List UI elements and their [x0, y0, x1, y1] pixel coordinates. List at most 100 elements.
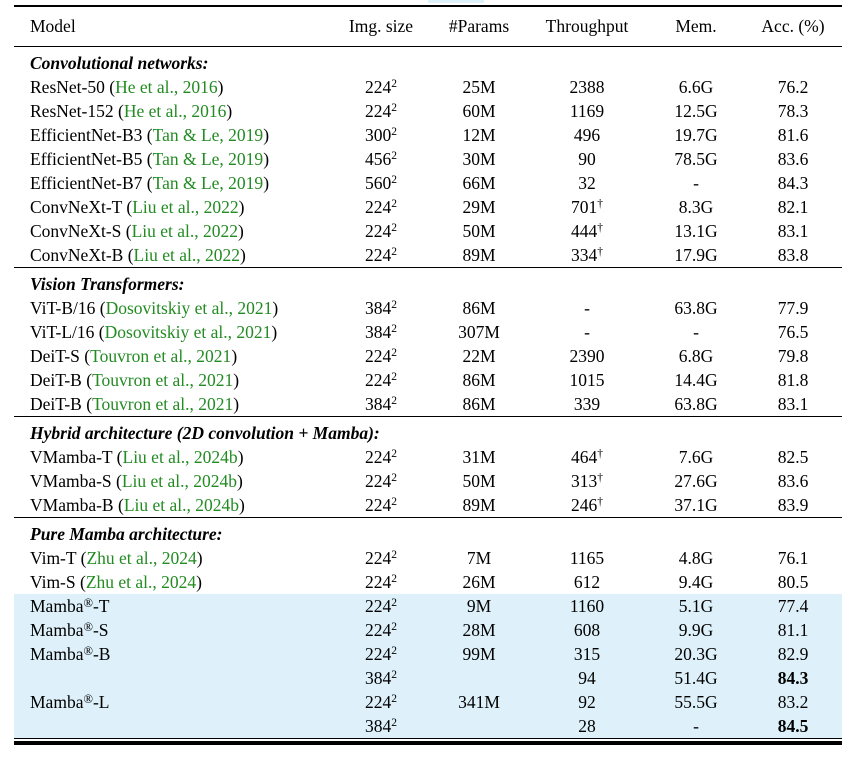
img-size-base: 384 [365, 321, 392, 342]
cell-model: ConvNeXt-B (Liu et al., 2022) [14, 243, 330, 268]
img-size-base: 384 [365, 667, 392, 688]
citation-paren: ( [111, 470, 122, 491]
throughput-value: - [584, 297, 590, 318]
model-name: DeiT-S [30, 345, 80, 366]
cell-model [14, 714, 330, 738]
throughput-value: 1169 [569, 100, 605, 121]
model-name: ResNet-50 [30, 76, 105, 97]
img-size-base: 224 [365, 691, 392, 712]
model-name: VMamba-S [30, 470, 112, 491]
cell-acc: 83.1 [777, 220, 809, 241]
cell-model: VMamba-S (Liu et al., 2024b) [14, 469, 330, 493]
throughput-value: 1160 [569, 595, 605, 616]
cell-img-size: 2242 [330, 195, 432, 219]
citation-link[interactable]: Tan & Le, 2019 [152, 124, 264, 145]
dagger-mark-icon: † [597, 471, 603, 484]
cell-mem: 6.8G [678, 345, 714, 366]
img-size-base: 384 [365, 715, 392, 736]
img-size-base: 224 [365, 345, 392, 366]
cell-acc: 79.8 [777, 345, 809, 366]
cell-img-size: 2242 [330, 445, 432, 469]
cell-mem: 20.3G [674, 643, 718, 664]
citation-link[interactable]: Tan & Le, 2019 [152, 148, 264, 169]
cell-throughput: 444† [526, 219, 648, 243]
cell-params: 86M [462, 393, 496, 414]
citation-paren: ( [94, 321, 105, 342]
citation-link[interactable]: Touvron et al., 2021 [90, 345, 232, 366]
citation-link[interactable]: Touvron et al., 2021 [92, 369, 234, 390]
cell-img-size: 2242 [330, 570, 432, 594]
img-size-exponent: 2 [391, 495, 397, 508]
throughput-value: 90 [578, 148, 596, 169]
cell-model: DeiT-B (Touvron et al., 2021) [14, 392, 330, 417]
cell-acc: 81.6 [777, 124, 809, 145]
citation-link[interactable]: Liu et al., 2024b [123, 494, 239, 515]
model-name: DeiT-B [30, 369, 82, 390]
citation-paren: ) [196, 571, 202, 592]
results-table-wrap: Model Img. size #Params Throughput Mem. … [14, 5, 842, 745]
img-size-base: 300 [365, 124, 392, 145]
citation-link[interactable]: He et al., 2016 [115, 76, 218, 97]
img-size-exponent: 2 [391, 77, 397, 90]
section-title: Pure Mamba architecture: [14, 516, 842, 546]
cell-params: 89M [462, 244, 496, 265]
citation-link[interactable]: Liu et al., 2022 [132, 196, 239, 217]
cell-params: 66M [462, 172, 496, 193]
citation-paren: ) [237, 470, 243, 491]
cell-img-size: 5602 [330, 171, 432, 195]
citation-link[interactable]: Liu et al., 2022 [133, 244, 240, 265]
throughput-value: 315 [573, 643, 601, 664]
citation-link[interactable]: Liu et al., 2024b [121, 470, 238, 491]
table-row: ConvNeXt-S (Liu et al., 2022) 2242 50M 444†… [14, 219, 842, 243]
cell-throughput: 464† [526, 445, 648, 469]
cell-throughput: 28 [526, 714, 648, 738]
citation-link[interactable]: Dosovitskiy et al., 2021 [104, 321, 272, 342]
cell-params: 307M [458, 321, 500, 342]
cell-throughput: - [526, 320, 648, 344]
cell-throughput: 339 [526, 392, 648, 417]
cell-model: DeiT-S (Touvron et al., 2021) [14, 344, 330, 368]
cell-mem: 78.5G [674, 148, 718, 169]
cell-params: 341M [458, 691, 500, 712]
dagger-mark-icon: † [597, 495, 603, 508]
citation-paren: ( [113, 100, 124, 121]
cell-params: 29M [462, 196, 496, 217]
cell-throughput: 315 [526, 642, 648, 666]
table-row: ViT-B/16 (Dosovitskiy et al., 2021) 3842 8… [14, 296, 842, 320]
cell-acc: 83.6 [777, 148, 809, 169]
cell-model: ConvNeXt-T (Liu et al., 2022) [14, 195, 330, 219]
cell-img-size: 2242 [330, 546, 432, 570]
cell-params: 26M [462, 571, 496, 592]
cell-model: Mamba®-B [14, 642, 330, 666]
citation-link[interactable]: Touvron et al., 2021 [92, 393, 234, 414]
citation-link[interactable]: Liu et al., 2024b [122, 446, 238, 467]
citation-link[interactable]: Zhu et al., 2024 [85, 571, 197, 592]
citation-link[interactable]: Zhu et al., 2024 [86, 547, 197, 568]
cell-img-size: 3002 [330, 123, 432, 147]
throughput-value: 92 [578, 691, 596, 712]
img-size-base: 224 [365, 547, 392, 568]
table-row: Mamba®-T 2242 9M 1160 5.1G 77.4 [14, 593, 842, 618]
img-size-exponent: 2 [391, 716, 397, 729]
cell-acc: 83.1 [777, 393, 809, 414]
citation-link[interactable]: Dosovitskiy et al., 2021 [105, 297, 273, 318]
cell-img-size: 3842 [330, 296, 432, 320]
cell-acc: 76.1 [777, 547, 809, 568]
cell-model: Mamba®-T [14, 594, 330, 618]
cell-throughput: 92 [526, 690, 648, 714]
throughput-value: 701 [571, 196, 598, 217]
table-row: ResNet-152 (He et al., 2016) 2242 60M 1169 1… [14, 99, 842, 123]
citation-link[interactable]: He et al., 2016 [123, 100, 227, 121]
cell-throughput: 1169 [526, 99, 648, 123]
citation-paren: ) [239, 494, 245, 515]
cell-acc: 77.4 [777, 595, 809, 616]
throughput-value: 313 [571, 470, 598, 491]
citation-link[interactable]: Tan & Le, 2019 [152, 172, 264, 193]
citation-paren: ( [95, 297, 106, 318]
cell-mem: 27.6G [674, 470, 718, 491]
cell-acc: 81.8 [777, 369, 809, 390]
citation-link[interactable]: Liu et al., 2022 [131, 220, 239, 241]
model-name: Vim-S [30, 571, 76, 592]
table-row: Mamba®-L 2242 341M 92 55.5G 83.2 [14, 689, 842, 714]
citation-paren: ( [142, 172, 153, 193]
